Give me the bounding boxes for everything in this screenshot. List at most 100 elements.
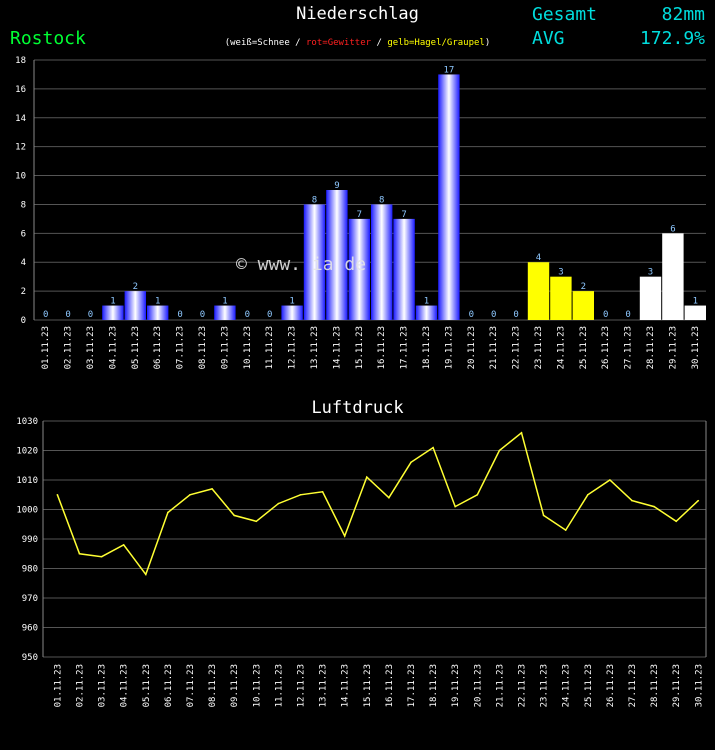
line-x-tick-label: 09.11.23 <box>230 664 240 707</box>
bar-value-label: 1 <box>222 297 227 307</box>
line-y-tick-label: 1020 <box>16 447 38 457</box>
pressure-point <box>388 496 390 499</box>
bar-value-label: 8 <box>379 195 384 205</box>
bar-x-tick-label: 25.11.23 <box>579 326 589 369</box>
precipitation-chart: 024681012141618001.11.23002.11.23003.11.… <box>15 56 706 369</box>
pressure-point <box>233 514 235 517</box>
bar-y-tick-label: 14 <box>15 114 26 124</box>
pressure-chart: 950 960 970 980 990 1000 1010 1020 1030 01.11.23 0… <box>16 417 707 707</box>
line-x-tick-label: 29.11.23 <box>672 664 682 707</box>
precipitation-bar <box>214 305 236 320</box>
bar-x-tick-label: 14.11.23 <box>332 326 342 369</box>
bar-x-tick-label: 29.11.23 <box>668 326 678 369</box>
pressure-point <box>675 520 677 523</box>
line-x-tick-label: 02.11.23 <box>75 664 85 707</box>
line-x-tick-label: 26.11.23 <box>606 664 616 707</box>
legend-separator-2: / <box>371 38 388 48</box>
bar-x-tick-label: 04.11.23 <box>108 326 118 369</box>
bar-x-tick-label: 26.11.23 <box>601 326 611 369</box>
line-x-tick-label: 08.11.23 <box>208 664 218 707</box>
line-x-tick-label: 19.11.23 <box>451 664 461 707</box>
bar-x-tick-label: 30.11.23 <box>691 326 701 369</box>
line-x-tick-label: 10.11.23 <box>252 664 262 707</box>
line-x-tick-label: 24.11.23 <box>562 664 572 707</box>
bar-x-tick-label: 01.11.23 <box>41 326 51 369</box>
bar-x-tick-label: 02.11.23 <box>64 326 74 369</box>
line-x-tick-label: 22.11.23 <box>517 664 527 707</box>
bar-value-label: 4 <box>536 253 541 263</box>
bar-y-tick-label: 2 <box>21 287 26 297</box>
precipitation-bar <box>527 262 550 320</box>
total-label: Gesamt <box>532 4 598 25</box>
precipitation-bar <box>550 276 572 320</box>
precipitation-bar <box>348 218 370 320</box>
line-x-tick-label: 30.11.23 <box>694 664 704 707</box>
line-x-tick-label: 01.11.23 <box>53 664 63 707</box>
watermark: © www. ia de <box>236 254 367 275</box>
pressure-point <box>343 535 346 537</box>
bar-value-label: 0 <box>513 310 518 320</box>
line-x-tick-label: 16.11.23 <box>385 664 395 707</box>
bar-x-tick-label: 13.11.23 <box>310 326 320 369</box>
bar-value-label: 2 <box>581 282 586 292</box>
legend-separator-1: / <box>289 38 307 48</box>
color-legend: (weiß=Schnee / rot=Gewitter / gelb=Hagel… <box>0 38 715 48</box>
average-value: 172.9% <box>639 28 705 49</box>
bar-x-tick-label: 12.11.23 <box>288 326 298 369</box>
pressure-point <box>454 505 456 508</box>
bar-value-label: 3 <box>648 268 653 278</box>
bar-value-label: 0 <box>65 310 70 320</box>
legend-snow: weiß=Schnee <box>230 38 290 48</box>
line-x-tick-label: 27.11.23 <box>628 664 638 707</box>
pressure-point <box>255 520 258 523</box>
bar-y-tick-label: 6 <box>21 229 26 239</box>
pressure-point <box>432 446 434 449</box>
bar-value-label: 0 <box>491 310 496 320</box>
line-x-tick-label: 14.11.23 <box>341 664 351 707</box>
line-x-tick-label: 05.11.23 <box>142 664 152 707</box>
bar-x-tick-label: 18.11.23 <box>422 326 432 369</box>
line-x-tick-label: 20.11.23 <box>473 664 483 707</box>
bar-value-label: 2 <box>133 282 138 292</box>
total-value: 82mm <box>661 4 705 25</box>
pressure-point <box>609 479 611 481</box>
precipitation-bar <box>662 233 684 320</box>
bar-x-tick-label: 28.11.23 <box>646 326 656 369</box>
bar-x-tick-label: 17.11.23 <box>400 326 410 369</box>
station-name: Rostock <box>10 28 86 49</box>
bar-y-tick-label: 18 <box>15 56 26 66</box>
bar-y-tick-label: 12 <box>15 143 26 153</box>
bar-x-tick-label: 10.11.23 <box>243 326 253 369</box>
precipitation-bar <box>438 74 460 320</box>
line-x-tick-label: 17.11.23 <box>407 664 417 707</box>
precipitation-bar <box>572 291 594 320</box>
line-x-tick-label: 21.11.23 <box>495 664 505 707</box>
line-x-tick-label: 06.11.23 <box>164 664 174 707</box>
bar-y-tick-label: 4 <box>21 258 26 268</box>
line-x-tick-label: 18.11.23 <box>429 664 439 707</box>
bar-value-label: 3 <box>558 268 563 278</box>
precipitation-bar <box>371 204 393 320</box>
line-y-tick-label: 980 <box>22 565 38 575</box>
bar-x-tick-label: 16.11.23 <box>377 326 387 369</box>
pressure-series-line <box>56 431 699 576</box>
line-x-tick-label: 12.11.23 <box>296 664 306 707</box>
precipitation-bar <box>102 305 124 320</box>
line-y-tick-label: 970 <box>22 594 38 604</box>
legend-hail: gelb=Hagel/Graupel <box>387 38 485 48</box>
average-label: AVG <box>532 28 565 49</box>
line-x-tick-label: 11.11.23 <box>274 664 284 707</box>
line-x-tick-label: 23.11.23 <box>540 664 550 707</box>
pressure-point <box>365 476 368 478</box>
legend-thunderstorm: rot=Gewitter <box>306 38 372 48</box>
bar-x-tick-label: 27.11.23 <box>624 326 634 369</box>
pressure-point <box>122 544 125 546</box>
pressure-point <box>410 461 412 464</box>
bar-y-tick-label: 8 <box>21 200 26 210</box>
pressure-point <box>586 493 589 496</box>
precipitation-bar <box>124 291 146 320</box>
line-y-tick-label: 960 <box>22 624 38 634</box>
line-x-tick-label: 25.11.23 <box>584 664 594 707</box>
line-x-tick-label: 03.11.23 <box>98 664 108 707</box>
